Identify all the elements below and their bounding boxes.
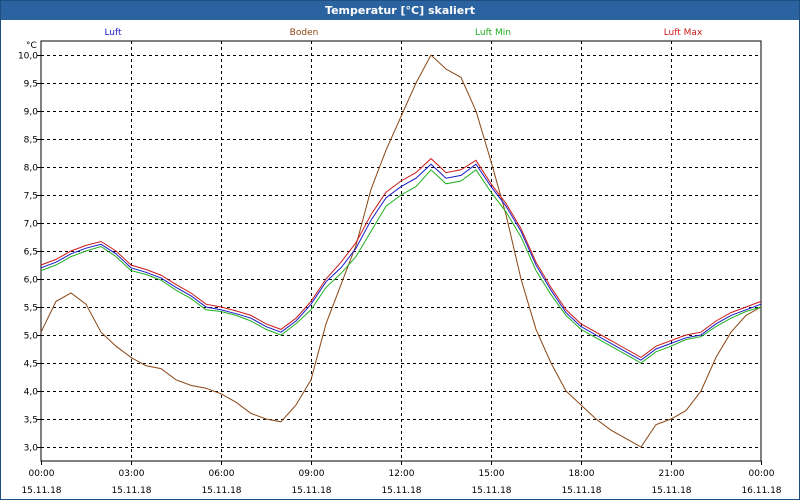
legend-entry-boden: Boden <box>290 28 319 38</box>
legend-entry-luft: Luft <box>104 28 122 38</box>
y-tick-label: 3,5 <box>24 416 38 426</box>
legend-entry-luft-max: Luft Max <box>664 28 703 38</box>
y-axis-unit: °C <box>26 41 37 51</box>
y-tick-label: 8,5 <box>24 136 38 146</box>
x-tick-time-label: 00:00 <box>749 469 775 479</box>
legend-entry-luft-min: Luft Min <box>475 28 511 38</box>
y-tick-label: 8,0 <box>24 164 39 174</box>
y-tick-label: 7,5 <box>24 192 38 202</box>
x-tick-time-label: 18:00 <box>569 469 595 479</box>
x-tick-time-label: 15:00 <box>479 469 505 479</box>
x-tick-date-label: 15.11.18 <box>651 486 691 496</box>
x-tick-date-label: 15.11.18 <box>471 486 511 496</box>
x-tick-date-label: 16.11.18 <box>741 486 781 496</box>
x-tick-time-label: 06:00 <box>209 469 235 479</box>
y-tick-label: 6,5 <box>24 248 38 258</box>
y-tick-label: 10,0 <box>18 52 38 62</box>
x-tick-time-label: 00:00 <box>29 469 55 479</box>
y-tick-label: 4,0 <box>24 388 39 398</box>
x-tick-time-label: 12:00 <box>389 469 415 479</box>
y-tick-label: 7,0 <box>24 220 39 230</box>
x-tick-time-label: 21:00 <box>659 469 685 479</box>
y-tick-label: 9,5 <box>24 80 38 90</box>
x-tick-date-label: 15.11.18 <box>561 486 601 496</box>
x-tick-time-label: 09:00 <box>299 469 325 479</box>
y-tick-label: 4,5 <box>24 360 38 370</box>
y-tick-label: 6,0 <box>24 276 39 286</box>
x-tick-time-label: 03:00 <box>119 469 145 479</box>
x-tick-date-label: 15.11.18 <box>291 486 331 496</box>
y-tick-label: 9,0 <box>24 108 39 118</box>
x-tick-date-label: 15.11.18 <box>111 486 151 496</box>
x-tick-date-label: 15.11.18 <box>201 486 241 496</box>
y-tick-label: 5,5 <box>24 304 38 314</box>
x-tick-date-label: 15.11.18 <box>381 486 421 496</box>
y-tick-label: 3,0 <box>24 444 39 454</box>
y-tick-label: 5,0 <box>24 332 39 342</box>
x-tick-date-label: 15.11.18 <box>21 486 61 496</box>
